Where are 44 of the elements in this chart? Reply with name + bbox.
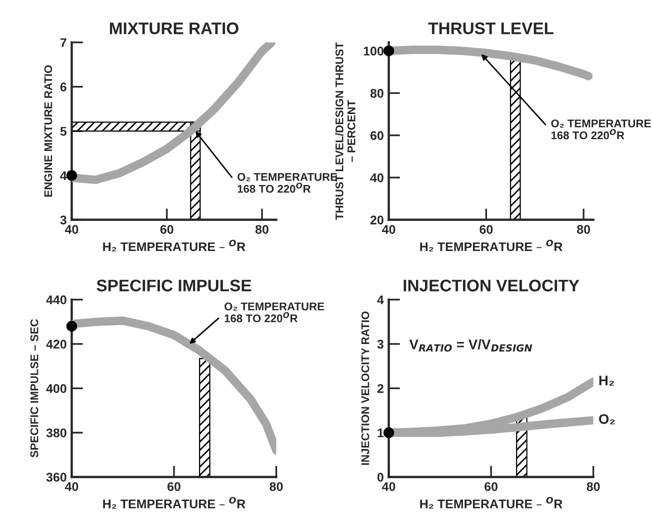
y-tick-label: 380 bbox=[46, 428, 66, 438]
y-tick-label: 0 bbox=[377, 472, 384, 482]
x-tick-label: 60 bbox=[168, 482, 180, 492]
x-axis-title: H₂ TEMPERATURE – $^{O}$R bbox=[103, 496, 246, 509]
y-tick-label: 1 bbox=[378, 428, 384, 438]
x-tick-label: 60 bbox=[160, 224, 174, 234]
x-axis-title: H₂ TEMPERATURE – $^{O}$R bbox=[420, 240, 562, 252]
y-tick-label: 7 bbox=[60, 38, 66, 47]
chart-title: INJECTION VELOCITY bbox=[404, 280, 580, 292]
x-tick-label: 80 bbox=[586, 482, 600, 492]
chart-title: SPECIFIC IMPULSE bbox=[96, 280, 252, 292]
y-tick-label: 4 bbox=[60, 171, 67, 180]
y-tick-label: 400 bbox=[46, 384, 66, 393]
y-tick-label: 4 bbox=[377, 296, 384, 304]
x-tick-label: 80 bbox=[255, 224, 268, 234]
y-axis-title: ENGINE MIXTURE RATIO bbox=[44, 65, 52, 197]
annotation: V$_{RATIO}$ = V/V$_{DESIGN}$ bbox=[409, 339, 532, 352]
annotation: O₂ TEMPERATURE 168 TO 220$^{O}$R bbox=[551, 120, 651, 140]
y-axis-title: INJECTION VELOCITY RATIO bbox=[361, 311, 370, 465]
y-tick-label: 3 bbox=[60, 216, 66, 224]
x-tick-label: 80 bbox=[270, 482, 283, 492]
x-tick-label: 60 bbox=[480, 224, 493, 234]
x-axis-title: H₂ TEMPERATURE – $^{O}$R bbox=[103, 240, 246, 252]
x-tick-label: 60 bbox=[484, 482, 498, 492]
y-tick-label: 3 bbox=[377, 340, 384, 349]
y-tick-label: 60 bbox=[370, 131, 384, 140]
chart-title: THRUST LEVEL bbox=[428, 22, 554, 34]
x-tick-label: 80 bbox=[577, 224, 590, 234]
chart-title: MIXTURE RATIO bbox=[110, 22, 238, 34]
annotation: O₂ TEMPERATURE 168 TO 220$^{O}$R bbox=[224, 302, 324, 322]
y-axis-title: SPECIFIC IMPULSE – SEC bbox=[30, 319, 38, 458]
y-tick-label: 80 bbox=[370, 88, 384, 98]
y-tick-label: 420 bbox=[46, 340, 66, 349]
y-tick-label: 40 bbox=[370, 173, 384, 182]
y-tick-label: 5 bbox=[60, 127, 67, 136]
y-tick-label: 360 bbox=[46, 472, 66, 482]
series-label: O₂ bbox=[599, 414, 615, 424]
y-tick-label: 20 bbox=[370, 216, 384, 224]
y-tick-label: 440 bbox=[46, 295, 66, 304]
series-label: H₂ bbox=[599, 376, 614, 386]
y-tick-label: 6 bbox=[60, 82, 66, 92]
x-axis-title: H₂ TEMPERATURE – $^{O}$R bbox=[420, 496, 562, 509]
y-tick-label: 100 bbox=[364, 46, 384, 56]
y-tick-label: 2 bbox=[377, 384, 384, 393]
